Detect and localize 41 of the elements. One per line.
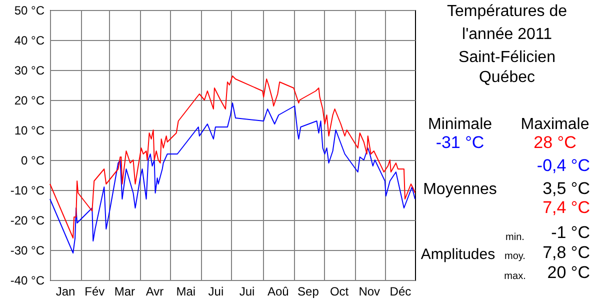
y-tick-label: -40 °C [10,274,45,288]
text: 3,5 °C [542,179,590,198]
x-tick-label: Jui [239,284,255,298]
text: Amplitudes [420,246,496,263]
text: Minimale [428,116,492,133]
text: 28 °C [534,133,576,152]
line-series [50,102,416,254]
y-tick-label: -30 °C [10,244,45,258]
x-tick-label: Jui [208,284,224,298]
text: 7,4 °C [542,198,590,217]
line-series [50,76,416,238]
x-tick-label: Déc [390,284,412,298]
y-tick-label: 0 °C [21,154,45,168]
text: -0,4 °C [536,156,590,175]
text: Maximale [520,116,590,133]
text: 20 °C [547,263,590,282]
text: max. [504,271,526,282]
x-tick-label: Avr [146,284,164,298]
x-tick-label: Fév [84,284,105,298]
text: Saint-Félicien Québec [458,49,556,86]
text: 7,8 °C [542,243,590,262]
y-tick-label: 40 °C [14,34,45,48]
x-tick-label: Sep [298,284,320,298]
text: min. [506,232,524,243]
x-tick-label: Oct [330,284,350,298]
y-tick-label: 30 °C [14,64,45,78]
y-tick-label: 10 °C [14,124,45,138]
y-tick-label: -20 °C [10,214,45,228]
text: Températures de l'année 2011 [446,3,568,43]
text: moy. [504,251,526,262]
y-tick-label: -10 °C [10,184,45,198]
y-tick-label: 50 °C [14,4,45,18]
x-tick-label: Jan [56,284,76,298]
y-tick-label: 20 °C [14,94,45,108]
x-tick-label: Mai [176,284,196,298]
x-tick-label: Aoû [267,284,289,298]
x-tick-label: Mar [114,284,136,298]
text: -31 °C [436,133,484,152]
x-tick-label: Nov [358,284,380,298]
text: Moyennes [423,181,497,198]
text: -1 °C [551,223,590,242]
